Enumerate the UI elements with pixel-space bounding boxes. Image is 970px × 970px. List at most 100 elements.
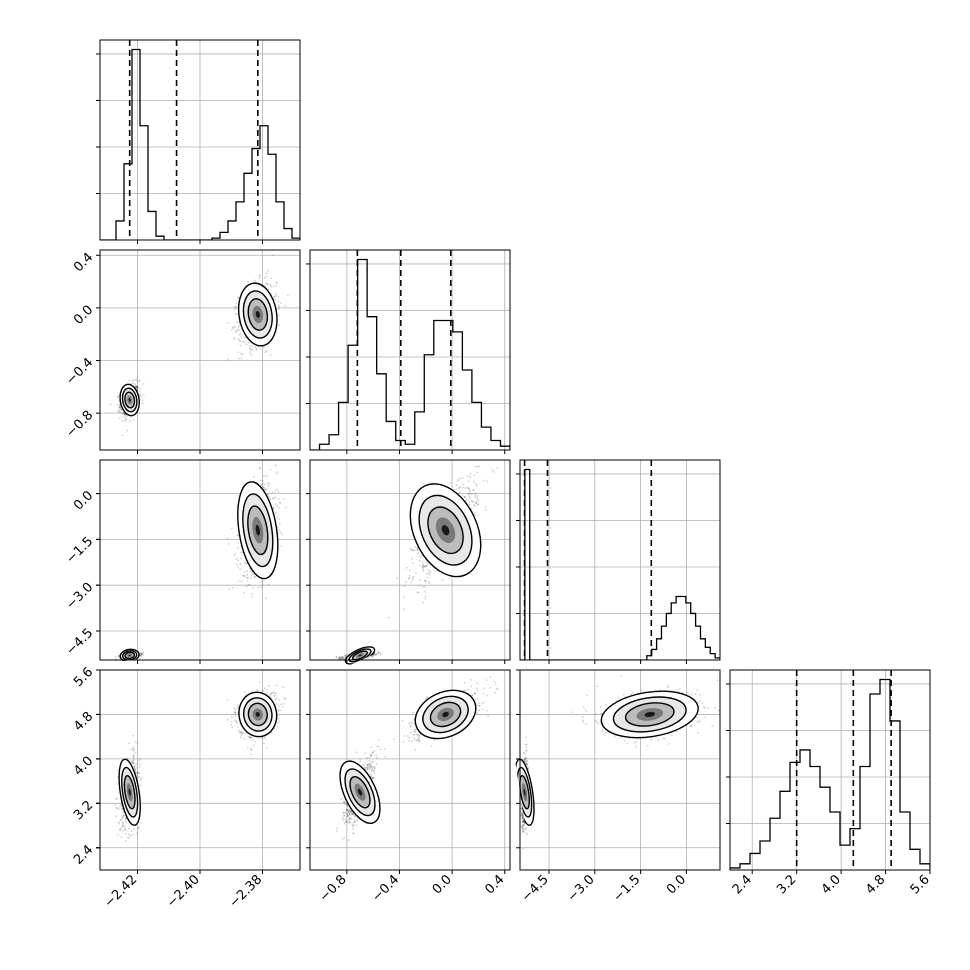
scatter-point: [132, 757, 135, 760]
scatter-point: [266, 482, 269, 484]
scatter-point: [266, 474, 269, 477]
scatter-point: [426, 576, 429, 579]
scatter-point: [472, 489, 475, 491]
scatter-point: [342, 656, 345, 659]
scatter-point: [240, 551, 243, 554]
scatter-point: [227, 322, 230, 325]
scatter-point: [128, 827, 130, 830]
scatter-point: [132, 734, 134, 737]
scatter-point: [251, 587, 254, 589]
scatter-point: [134, 769, 137, 772]
scatter-point: [261, 584, 264, 587]
histogram-steps: [520, 468, 720, 660]
scatter-point: [142, 651, 145, 654]
scatter-point: [270, 285, 273, 288]
scatter-point: [471, 500, 474, 503]
scatter-point: [472, 503, 475, 506]
scatter-point: [274, 464, 277, 467]
scatter-point: [474, 511, 477, 514]
scatter-point: [139, 763, 141, 766]
scatter-point: [114, 804, 116, 806]
scatter-point: [464, 496, 466, 499]
scatter-point: [423, 565, 426, 568]
scatter-point: [286, 294, 289, 297]
scatter-point: [472, 489, 474, 491]
scatter-point: [138, 826, 140, 829]
scatter-point: [374, 653, 376, 656]
scatter-point: [137, 827, 140, 830]
scatter-point: [246, 580, 249, 582]
scatter-point: [258, 467, 261, 470]
scatter-point: [239, 568, 242, 571]
scatter-point: [237, 351, 240, 354]
scatter-point: [132, 378, 135, 381]
scatter-point: [428, 570, 431, 572]
scatter-point: [476, 495, 479, 497]
scatter-point: [371, 655, 374, 657]
scatter-panel-3-1: −4.5−3.0−1.50.0: [63, 456, 301, 664]
scatter-point: [377, 651, 379, 653]
scatter-point: [468, 489, 471, 492]
scatter-point: [136, 762, 139, 765]
scatter-point: [411, 557, 414, 560]
scatter-point: [463, 496, 466, 499]
scatter-point: [250, 353, 253, 356]
scatter-point: [134, 386, 137, 389]
scatter-point: [134, 752, 136, 755]
scatter-point: [272, 254, 275, 257]
scatter-point: [233, 308, 235, 311]
histogram-panel-4: 2.4 3.2 4.0 4.8 5.6: [726, 669, 933, 897]
scatter-point: [237, 338, 240, 340]
scatter-point: [406, 566, 408, 569]
scatter-point: [476, 504, 479, 507]
scatter-point: [456, 479, 459, 482]
scatter-point: [235, 558, 238, 560]
y-tick-label: 0.4: [71, 250, 96, 275]
scatter-point: [249, 569, 252, 572]
scatter-point: [291, 456, 293, 458]
scatter-point: [466, 475, 469, 478]
scatter-point: [416, 591, 419, 594]
scatter-point: [133, 749, 136, 752]
scatter-point: [276, 471, 279, 473]
scatter-point: [344, 655, 347, 658]
scatter-point: [412, 549, 415, 552]
scatter-point: [403, 585, 406, 588]
scatter-point: [269, 468, 272, 471]
scatter-point: [139, 395, 142, 398]
scatter-point: [418, 578, 421, 581]
scatter-point: [136, 772, 139, 775]
scatter-point: [265, 597, 267, 600]
scatter-point: [237, 357, 240, 360]
scatter-point: [418, 564, 421, 567]
scatter-point: [422, 601, 425, 604]
scatter-point: [387, 616, 390, 619]
scatter-point: [421, 554, 423, 557]
scatter-point: [123, 413, 126, 416]
scatter-point: [279, 531, 282, 534]
scatter-point: [263, 277, 266, 280]
scatter-point: [233, 338, 236, 340]
scatter-point: [425, 564, 428, 567]
scatter-point: [277, 314, 280, 317]
scatter-point: [130, 830, 133, 833]
scatter-point: [226, 537, 229, 540]
scatter-point: [242, 482, 245, 485]
scatter-point: [278, 518, 281, 520]
scatter-point: [233, 554, 236, 556]
x-tick-label: 3.2: [774, 872, 799, 897]
scatter-point: [258, 274, 261, 277]
scatter-point: [259, 275, 261, 278]
scatter-point: [413, 549, 416, 552]
scatter-point: [237, 565, 240, 568]
scatter-point: [240, 357, 243, 360]
scatter-point: [136, 386, 139, 389]
scatter-point: [267, 583, 270, 586]
scatter-point: [115, 807, 117, 809]
scatter-point: [284, 304, 287, 307]
scatter-point: [269, 354, 272, 356]
scatter-point: [236, 534, 239, 536]
scatter-point: [468, 496, 470, 498]
y-tick-label: −4.5: [63, 626, 96, 659]
scatter-point: [470, 493, 473, 496]
